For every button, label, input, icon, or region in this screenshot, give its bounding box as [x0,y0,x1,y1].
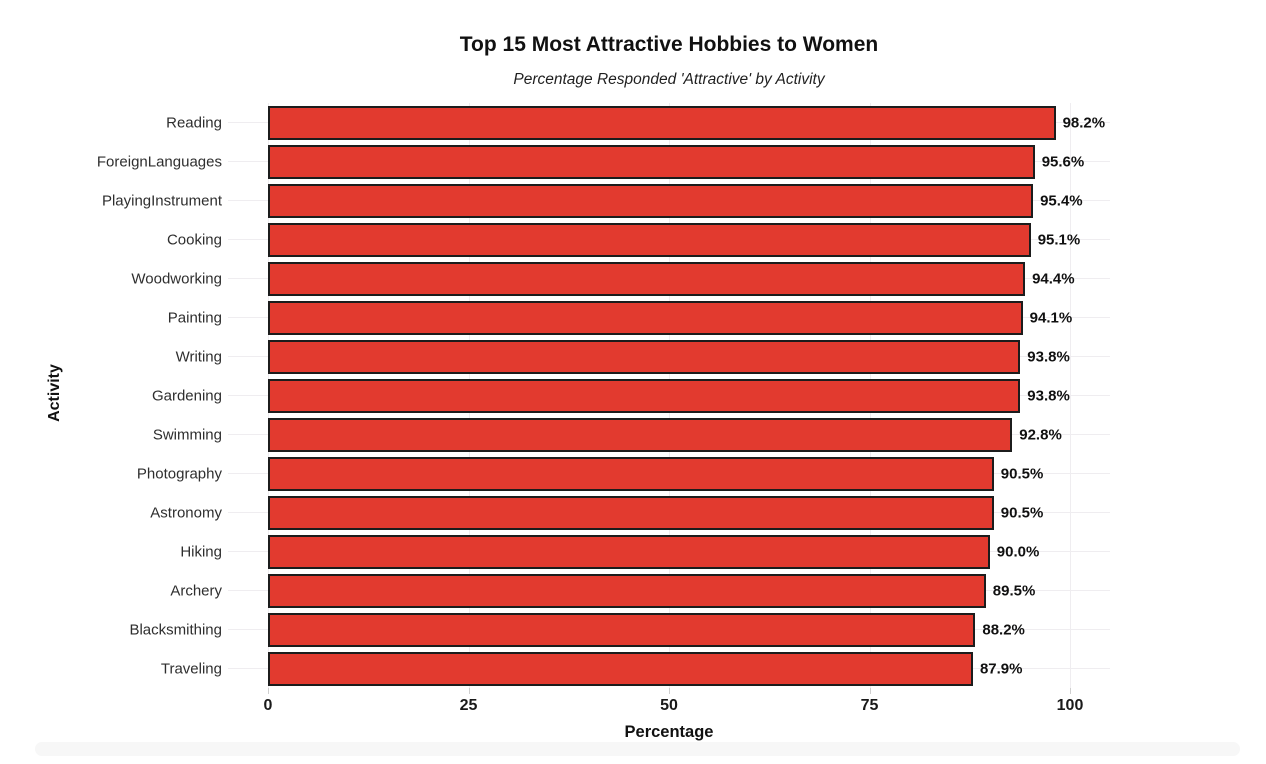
chart-title: Top 15 Most Attractive Hobbies to Women [459,33,879,56]
bar [268,651,973,686]
bar [268,495,994,530]
x-tick-label: 0 [263,697,273,714]
bar-value-label: 98.2% [1062,114,1106,131]
x-tick-label: 100 [1056,697,1084,714]
category-label: Cooking [166,231,222,248]
category-label: Woodworking [131,270,222,287]
bar-value-label: 93.8% [1027,348,1070,365]
category-label: Gardening [151,387,222,404]
x-axis-title: Percentage [624,723,714,741]
bar [268,534,990,569]
x-tick-mark [869,688,871,694]
category-label: Reading [166,114,222,131]
chart-subtitle: Percentage Responded 'Attractive' by Act… [513,71,825,88]
category-labels: Reading ForeignLanguages PlayingInstrument… [40,103,222,688]
plot-panel: 98.2% 95.6% 95.4% 95.1% 94.4% 94.1% 93.8% 93.8%… [228,103,1110,688]
bar [268,183,1034,218]
x-tick-mark [669,688,670,694]
category-label: Photography [136,465,222,482]
bar-value-label: 93.8% [1027,387,1070,404]
bar-value-label: 92.8% [1019,426,1062,443]
category-label: Swimming [152,426,222,443]
x-tick-mark [468,688,470,694]
x-tick-label: 25 [459,697,478,714]
bar-value-label: 95.6% [1041,153,1085,170]
category-label: Blacksmithing [129,621,222,638]
bar [268,222,1031,257]
bar-value-label: 87.9% [979,660,1023,677]
x-tick-label: 50 [660,697,678,714]
bar-value-label: 94.4% [1032,270,1075,287]
bar [268,573,986,608]
category-label: Traveling [160,660,222,677]
category-label: Hiking [180,543,222,560]
x-tick-mark [268,688,269,694]
bar-value-label: 89.5% [992,582,1036,599]
bar-value-label: 88.2% [982,621,1025,638]
category-label: Writing [175,348,222,365]
bar [268,378,1021,413]
bar [268,417,1013,452]
bar [268,261,1026,296]
bar-value-label: 94.1% [1029,309,1073,326]
bar [268,339,1021,374]
x-tick-label: 75 [860,697,879,714]
bar [268,300,1023,335]
bar [268,144,1035,179]
bar [268,612,976,647]
category-label: PlayingInstrument [101,192,222,209]
window-edge-strip [35,742,1240,756]
bar-value-label: 95.1% [1037,231,1081,248]
bar [268,456,994,491]
bar [268,105,1056,140]
category-label: Archery [170,582,222,599]
category-label: Astronomy [150,504,222,521]
category-label: Painting [167,309,222,326]
bar-value-label: 90.5% [1000,465,1044,482]
category-label: ForeignLanguages [96,153,222,170]
bar-value-label: 90.5% [1000,504,1044,521]
bar-value-label: 95.4% [1040,192,1083,209]
bar-value-label: 90.0% [996,543,1040,560]
x-tick-mark [1070,688,1071,694]
